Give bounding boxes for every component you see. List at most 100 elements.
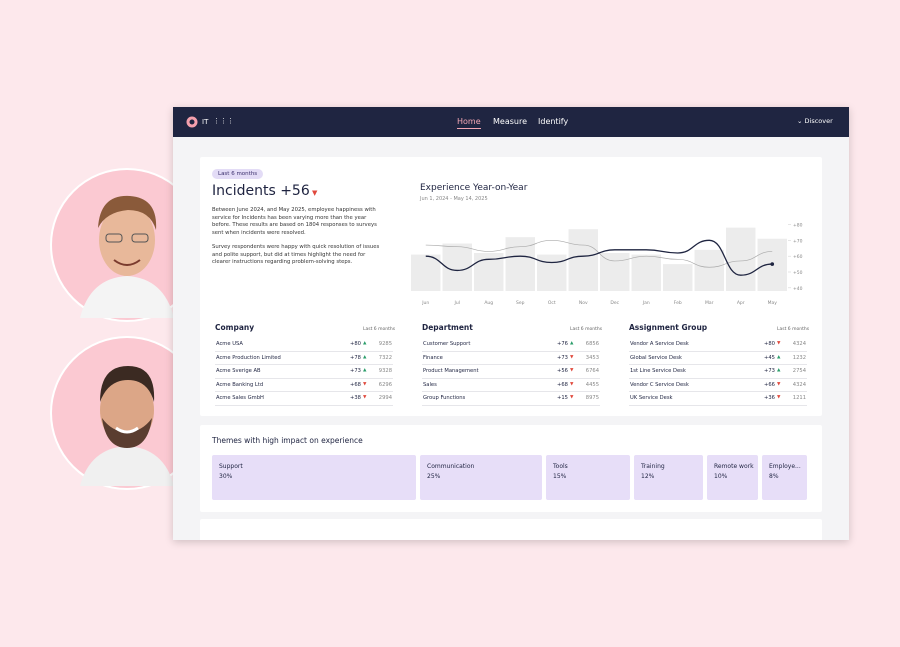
y-tick-label: +40 xyxy=(793,286,803,292)
theme-value: 25% xyxy=(427,473,441,480)
theme-tile[interactable]: Tools 15% xyxy=(546,455,630,500)
nav-link[interactable]: Home xyxy=(457,117,481,129)
summary-paragraph: Between June 2024, and May 2025, employe… xyxy=(212,207,377,236)
table-row: UK Service Desk +36 ▼ 1211 xyxy=(629,391,807,406)
theme-name: Employe... xyxy=(769,463,801,470)
row-score: +76 xyxy=(557,341,568,347)
discover-menu[interactable]: ⌄ Discover xyxy=(797,117,833,125)
theme-name: Tools xyxy=(553,463,568,470)
nav-link[interactable]: Measure xyxy=(493,117,527,126)
discover-label: Discover xyxy=(804,117,833,125)
table-row: Group Functions +15 ▼ 8975 xyxy=(422,391,600,406)
row-count: 1211 xyxy=(792,395,806,402)
row-score: +73 xyxy=(557,354,568,361)
row-name: Acme Production Limited xyxy=(216,354,281,361)
row-count: 8975 xyxy=(585,395,599,402)
theme-tile[interactable]: Remote work 10% xyxy=(707,455,758,500)
theme-name: Support xyxy=(219,463,243,470)
row-name: Vendor C Service Desk xyxy=(630,381,689,388)
row-count: 2994 xyxy=(378,395,392,402)
x-tick-label: May xyxy=(768,300,778,306)
trend-arrow: ▼ xyxy=(570,381,574,387)
avatars xyxy=(50,168,204,490)
y-tick-label: +70 xyxy=(793,238,803,244)
table-row: Acme USA +80 ▲ 9285 xyxy=(215,337,393,352)
navbar: IT ⋮⋮⋮ Home Measure Identify ⌄ Discover xyxy=(173,107,849,137)
row-count: 7322 xyxy=(378,354,392,361)
trend-arrow: ▼ xyxy=(777,395,781,401)
bar xyxy=(600,253,630,291)
table-row: Vendor A Service Desk +80 ▼ 4324 xyxy=(629,337,807,352)
row-name: Group Functions xyxy=(423,395,466,402)
x-tick-label: Jul xyxy=(454,300,460,306)
chart-subtitle: Jun 1, 2024 - May 14, 2025 xyxy=(420,196,488,202)
row-name: Vendor A Service Desk xyxy=(630,341,689,347)
row-name: Acme USA xyxy=(216,341,243,347)
table-row: Finance +73 ▼ 3453 xyxy=(422,351,600,366)
theme-name: Remote work xyxy=(714,463,754,470)
nav-link[interactable]: Identify xyxy=(538,117,569,126)
trend-arrow: ▼ xyxy=(363,381,367,387)
row-count: 6764 xyxy=(585,368,599,375)
trend-arrow: ▲ xyxy=(570,341,574,346)
row-score: +15 xyxy=(557,395,568,402)
theme-tile[interactable]: Employe... 8% xyxy=(762,455,807,500)
row-count: 4455 xyxy=(585,381,599,388)
row-count: 3453 xyxy=(585,354,599,361)
logo xyxy=(186,116,198,128)
table-row: Sales +68 ▼ 4455 xyxy=(422,378,600,393)
bar xyxy=(631,254,661,291)
table-period: Last 6 months xyxy=(777,327,810,332)
theme-tile[interactable]: Communication 25% xyxy=(420,455,542,500)
theme-tile[interactable]: Support 30% xyxy=(212,455,416,500)
trend-arrow: ▲ xyxy=(777,368,781,374)
table-row: Acme Sales GmbH +38 ▼ 2994 xyxy=(215,391,393,406)
row-score: +80 xyxy=(764,341,775,347)
row-name: UK Service Desk xyxy=(630,395,673,402)
x-tick-label: Jun xyxy=(421,300,429,306)
summary-paragraph: Survey respondents were happy with quick… xyxy=(212,244,380,266)
x-tick-label: Aug xyxy=(484,300,493,306)
x-tick-label: Oct xyxy=(548,300,556,306)
bar xyxy=(726,227,756,291)
table-period: Last 6 months xyxy=(363,327,396,332)
table-row: Acme Banking Ltd +68 ▼ 6296 xyxy=(215,378,393,393)
bar xyxy=(537,254,567,291)
table-row: Global Service Desk +45 ▲ 1232 xyxy=(629,351,807,366)
summary-title: Incidents +56 ▼ xyxy=(212,183,318,199)
table-row: Acme Sverige AB +73 ▲ 9328 xyxy=(215,364,393,379)
row-name: Sales xyxy=(423,381,437,388)
row-score: +78 xyxy=(350,354,361,361)
row-score: +66 xyxy=(764,381,775,388)
row-count: 9328 xyxy=(378,368,392,375)
row-count: 2754 xyxy=(792,368,806,375)
theme-tile[interactable]: Training 12% xyxy=(634,455,703,500)
x-tick-label: Sep xyxy=(516,300,525,306)
row-count: 6856 xyxy=(585,341,599,347)
y-tick-label: +50 xyxy=(793,270,803,276)
table-title: Department xyxy=(422,323,473,332)
end-point xyxy=(770,262,775,266)
row-name: Global Service Desk xyxy=(630,354,682,361)
row-name: Acme Sales GmbH xyxy=(216,395,264,402)
theme-value: 12% xyxy=(641,473,655,480)
row-count: 4324 xyxy=(792,341,806,347)
x-tick-label: Dec xyxy=(610,300,619,306)
overview-card: Last 6 months Incidents +56 ▼ Between Ju… xyxy=(200,157,822,416)
row-score: +73 xyxy=(350,368,361,375)
bar xyxy=(505,237,535,291)
apps-icon[interactable]: ⋮⋮⋮ xyxy=(213,117,234,125)
theme-name: Communication xyxy=(427,463,475,470)
theme-value: 30% xyxy=(219,473,233,480)
line xyxy=(425,239,773,276)
themes-title: Themes with high impact on experience xyxy=(212,436,363,445)
theme-value: 15% xyxy=(553,473,567,480)
row-name: Acme Banking Ltd xyxy=(216,381,264,388)
table-row: Product Management +56 ▼ 6764 xyxy=(422,364,600,379)
chart: +40 +50 +60 +70 +80 Jun Jul Aug Sep Oct Nov Dec Jan F… xyxy=(411,223,803,306)
card xyxy=(200,519,822,540)
table-row: 1st Line Service Desk +73 ▲ 2754 xyxy=(629,364,807,379)
row-count: 4324 xyxy=(792,381,806,388)
theme-value: 8% xyxy=(769,473,779,480)
